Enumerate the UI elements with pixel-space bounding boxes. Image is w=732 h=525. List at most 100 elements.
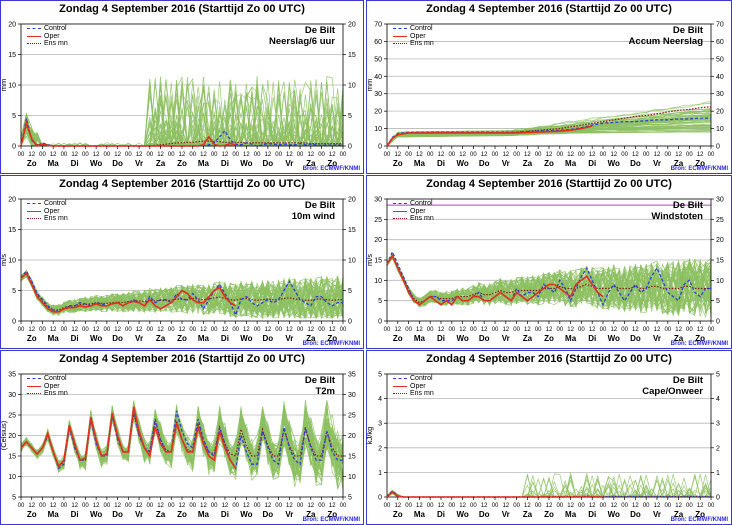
station-label: De Bilt (672, 375, 703, 386)
xtick-label: 00 (189, 152, 196, 158)
xtick-label: 00 (556, 327, 563, 333)
xtick-label: 12 (50, 152, 57, 158)
xtick-label: 00 (254, 327, 261, 333)
legend-item-ensmn: Ens mn (393, 40, 434, 47)
day-label: Zo (177, 334, 187, 343)
legend-label: Control (44, 200, 67, 207)
day-label: Zo (544, 159, 554, 168)
ytick-label-left: 5 (378, 372, 382, 379)
legend-item-oper: Oper (393, 208, 426, 215)
legend-item-oper: Oper (27, 208, 60, 215)
ytick-label-left: 10 (8, 258, 16, 265)
xtick-label: 00 (104, 503, 111, 509)
day-label: Za (156, 334, 166, 343)
xtick-label: 12 (416, 503, 423, 509)
xtick-label: 00 (405, 503, 412, 509)
ytick-label-left: 0 (378, 144, 382, 151)
xtick-label: 00 (492, 152, 499, 158)
member-line (386, 257, 712, 310)
day-label: Wo (90, 510, 102, 519)
xtick-label: 00 (232, 327, 239, 333)
day-label: Vr (653, 334, 661, 343)
xtick-label: 00 (340, 152, 347, 158)
xtick-label: 12 (589, 152, 596, 158)
ytick-label-left: 1 (378, 470, 382, 477)
ytick-label-left: 20 (8, 433, 16, 440)
xtick-label: 12 (502, 503, 509, 509)
day-label: Wo (456, 334, 468, 343)
member-line (20, 269, 344, 319)
day-label: Do (112, 159, 123, 168)
day-label: Za (674, 159, 684, 168)
xtick-label: 12 (286, 503, 293, 509)
ytick-label-right: 10 (348, 474, 356, 481)
xtick-label: 00 (513, 503, 520, 509)
ytick-label-right: 0 (348, 144, 352, 151)
day-label: Zo (544, 510, 554, 519)
xtick-label: 12 (481, 152, 488, 158)
day-label: Zo (27, 159, 37, 168)
xtick-label: 12 (502, 152, 509, 158)
chart-panel-cape: 0 1 2 3 4 5 0 1 2 3 4 5 kJ/kg 00 12 00 12 00 12 00 12 00 12 00 1… (366, 350, 732, 525)
xtick-label: 00 (686, 503, 693, 509)
xtick-label: 12 (265, 503, 272, 509)
xtick-label: 12 (222, 503, 229, 509)
legend-swatch (393, 378, 407, 379)
ytick-label-left: 5 (12, 288, 16, 295)
ylabel: mm (367, 79, 374, 92)
xtick-label: 12 (286, 152, 293, 158)
series-line-control (386, 250, 711, 307)
legend-swatch (393, 210, 407, 212)
ylabel: mm (1, 79, 8, 92)
day-label: Vr (285, 159, 293, 168)
day-label: Do (479, 334, 490, 343)
xtick-label: 12 (654, 503, 661, 509)
ytick-label-left: 30 (374, 197, 382, 204)
xtick-label: 12 (567, 503, 574, 509)
source-label: Bron: ECMWF/KNMI (302, 166, 360, 172)
xtick-label: 12 (286, 327, 293, 333)
legend-swatch (393, 218, 407, 219)
legend-label: Ens mn (410, 40, 434, 47)
day-label: Wo (456, 159, 468, 168)
day-label: Za (674, 334, 684, 343)
xtick-label: 00 (664, 152, 671, 158)
xtick-label: 12 (438, 327, 445, 333)
ylabel: m/s (1, 254, 8, 266)
ytick-label-left: 20 (374, 109, 382, 116)
xtick-label: 00 (146, 327, 153, 333)
xtick-label: 12 (329, 327, 336, 333)
xtick-label: 00 (125, 503, 132, 509)
day-label: Za (156, 159, 166, 168)
legend-swatch (27, 43, 41, 44)
day-label: Za (523, 159, 533, 168)
ytick-label-left: 3 (378, 421, 382, 428)
chart-title: Zondag 4 September 2016 (Starttijd Zo 00… (59, 178, 305, 190)
xtick-label: 12 (136, 503, 143, 509)
xtick-label: 12 (136, 152, 143, 158)
day-label: Do (630, 159, 641, 168)
xtick-label: 00 (254, 152, 261, 158)
xtick-label: 00 (578, 327, 585, 333)
day-label: Wo (608, 334, 620, 343)
ytick-label-right: 25 (348, 413, 356, 420)
chart-panel-gust: 0 5 10 15 20 25 30 0 5 10 15 20 25 30 m/s 00 12 00 12 00 12 0… (366, 175, 732, 349)
xtick-label: 00 (492, 327, 499, 333)
xtick-label: 12 (243, 327, 250, 333)
legend-label: Control (44, 25, 67, 32)
ytick-label-right: 10 (348, 83, 356, 90)
xtick-label: 12 (93, 327, 100, 333)
legend-swatch (393, 393, 407, 394)
day-label: Do (263, 334, 274, 343)
xtick-label: 12 (589, 327, 596, 333)
ytick-label-right: 20 (716, 237, 724, 244)
legend-label: Oper (410, 32, 426, 40)
ytick-label-right: 5 (348, 113, 352, 120)
legend-item-ensmn: Ens mn (27, 215, 68, 222)
xtick-label: 12 (200, 503, 207, 509)
xtick-label: 12 (394, 503, 401, 509)
ytick-label-right: 15 (348, 454, 356, 461)
